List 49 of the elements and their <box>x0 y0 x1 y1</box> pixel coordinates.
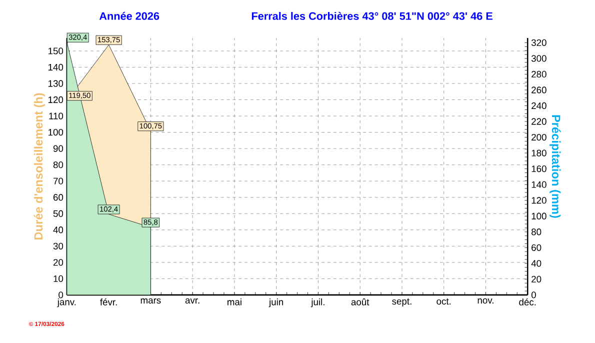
x-tick-label: mars <box>140 298 161 304</box>
y-tick-label: 90 <box>53 145 64 152</box>
y-tick-label: 120 <box>48 96 64 104</box>
y-tick-label: 130 <box>48 80 64 87</box>
y-tick-label: 70 <box>53 178 64 184</box>
y2-tick-label: 300 <box>531 55 546 62</box>
y2-tick-label: 220 <box>532 118 546 125</box>
chart-title: Année 2026 <box>99 12 160 20</box>
x-tick-label: mai <box>228 298 242 306</box>
y2-tick-label: 80 <box>532 228 542 236</box>
y2-tick-label: 280 <box>532 70 546 78</box>
x-tick-label: avr. <box>185 298 200 304</box>
y-tick-label: 50 <box>53 210 64 218</box>
y-tick-label: 100 <box>48 129 64 136</box>
x-tick-label: févr. <box>100 298 117 306</box>
x-tick-label: déc. <box>519 298 536 306</box>
y2-tick-label: 260 <box>532 86 546 94</box>
y-tick-label: 110 <box>49 112 64 120</box>
y-tick-label: 140 <box>48 64 64 71</box>
x-tick-label: sept. <box>392 298 412 307</box>
y2-tick-label: 160 <box>532 166 546 172</box>
y2-tick-label: 240 <box>532 102 546 110</box>
y-tick-label: 80 <box>53 162 64 168</box>
y-tick-label: 0 <box>58 292 64 298</box>
y2-tick-label: 120 <box>532 197 546 204</box>
y2-tick-label: 100 <box>532 212 546 220</box>
y2-axis-title: Précipitation (mm) <box>550 115 561 218</box>
y-tick-label: 150 <box>48 48 64 54</box>
x-tick-label: oct. <box>436 298 451 305</box>
y2-tick-label: 200 <box>532 134 546 141</box>
chart-subtitle: Ferrals les Corbières 43° 08' 51"N 002° 43' 46 E <box>252 12 492 20</box>
y-tick-label: 20 <box>53 259 64 266</box>
x-tick-label: nov. <box>478 298 494 304</box>
x-tick-label: juil. <box>310 298 324 308</box>
y2-tick-label: 140 <box>532 181 546 188</box>
x-tick-label: août <box>351 298 370 306</box>
y2-tick-label: 0 <box>531 292 536 298</box>
y2-tick-label: 40 <box>531 260 542 267</box>
y2-tick-label: 320 <box>531 39 546 46</box>
y2-tick-label: 20 <box>532 276 542 283</box>
y-tick-label: 30 <box>53 242 64 250</box>
y-tick-label: 60 <box>53 194 64 201</box>
y2-tick-label: 180 <box>532 150 546 156</box>
y-axis-title: Durée d'ensoleillement (h) <box>34 93 45 240</box>
x-tick-label: juin <box>268 298 284 308</box>
y2-tick-label: 60 <box>532 244 542 252</box>
y-tick-label: 40 <box>53 226 64 234</box>
x-tick-label: janv. <box>57 298 76 308</box>
y-tick-label: 10 <box>54 275 64 282</box>
